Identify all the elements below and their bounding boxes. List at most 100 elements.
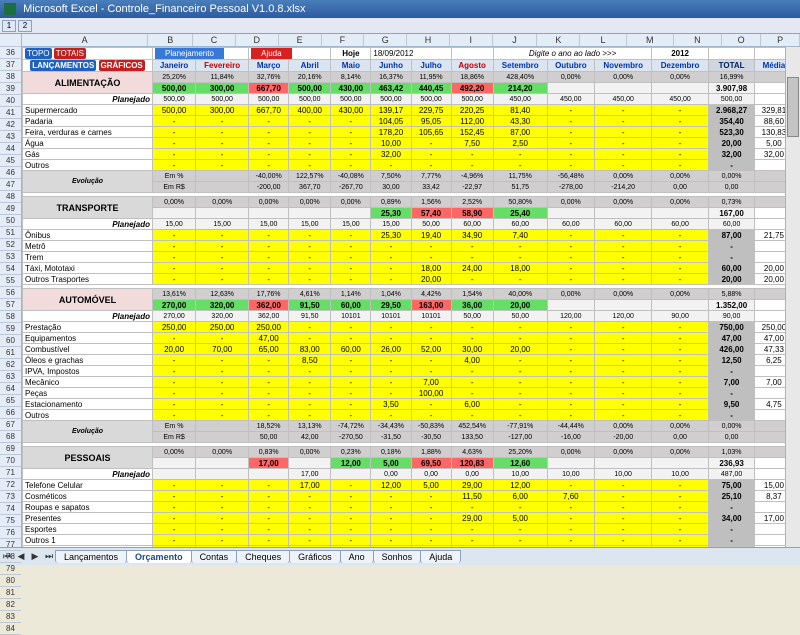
tab-Contas[interactable]: Contas xyxy=(191,550,238,563)
row-header-49[interactable]: 49 xyxy=(0,203,21,215)
col-header-N[interactable]: N xyxy=(674,34,723,46)
row-header-69[interactable]: 69 xyxy=(0,443,21,455)
row-Água[interactable]: Água xyxy=(23,138,153,149)
tab-nav-first[interactable]: ⏮ xyxy=(0,551,14,562)
row-header-82[interactable]: 82 xyxy=(0,599,21,611)
row-header-56[interactable]: 56 xyxy=(0,287,21,299)
col-header-D[interactable]: D xyxy=(236,34,279,46)
row-Telefone Celular[interactable]: Telefone Celular xyxy=(23,480,153,491)
row-header-36[interactable]: 36 xyxy=(0,47,21,59)
scrollbar-thumb[interactable] xyxy=(787,77,799,137)
row-header-44[interactable]: 44 xyxy=(0,143,21,155)
row-header-63[interactable]: 63 xyxy=(0,371,21,383)
row-Supermercado[interactable]: Supermercado xyxy=(23,105,153,116)
row-header-66[interactable]: 66 xyxy=(0,407,21,419)
row-Ônibus[interactable]: Ônibus xyxy=(23,230,153,241)
row-header-74[interactable]: 74 xyxy=(0,503,21,515)
row-header-65[interactable]: 65 xyxy=(0,395,21,407)
col-header-G[interactable]: G xyxy=(364,34,407,46)
row-header-61[interactable]: 61 xyxy=(0,347,21,359)
row-header-67[interactable]: 67 xyxy=(0,419,21,431)
col-header-M[interactable]: M xyxy=(627,34,674,46)
col-header-K[interactable]: K xyxy=(537,34,580,46)
row-Metrô[interactable]: Metrô xyxy=(23,241,153,252)
lancamentos-button[interactable]: LANÇAMENTOS xyxy=(30,60,96,71)
row-Roupas e sapatos[interactable]: Roupas e sapatos xyxy=(23,502,153,513)
qat-1[interactable]: 1 xyxy=(2,20,16,32)
row-Outros[interactable]: Outros xyxy=(23,160,153,171)
row-header-59[interactable]: 59 xyxy=(0,323,21,335)
ajuda-button[interactable]: Ajuda xyxy=(251,48,291,59)
row-Equipamentos[interactable]: Equipamentos xyxy=(23,333,153,344)
row-header-45[interactable]: 45 xyxy=(0,155,21,167)
section-ALIMENTAÇÃO[interactable]: ALIMENTAÇÃO xyxy=(23,72,153,94)
qat-2[interactable]: 2 xyxy=(18,20,32,32)
row-header-60[interactable]: 60 xyxy=(0,335,21,347)
row-header-42[interactable]: 42 xyxy=(0,119,21,131)
tab-nav-next[interactable]: ▶ xyxy=(28,551,42,562)
tab-Lançamentos[interactable]: Lançamentos xyxy=(55,550,127,563)
row-Outros 1[interactable]: Outros 1 xyxy=(23,535,153,546)
row-header-51[interactable]: 51 xyxy=(0,227,21,239)
col-header-F[interactable]: F xyxy=(322,34,365,46)
vertical-scrollbar[interactable] xyxy=(785,47,800,547)
row-Esportes[interactable]: Esportes xyxy=(23,524,153,535)
row-Padaria[interactable]: Padaria xyxy=(23,116,153,127)
row-Combustível[interactable]: Combustível xyxy=(23,344,153,355)
row-Táxi, Mototaxi[interactable]: Táxi, Mototaxi xyxy=(23,263,153,274)
grid[interactable]: TOPO TOTAISPlanejamentoAjudaHoje18/09/20… xyxy=(22,47,800,547)
row-header-77[interactable]: 77 xyxy=(0,539,21,551)
row-header-43[interactable]: 43 xyxy=(0,131,21,143)
row-Prestação[interactable]: Prestação xyxy=(23,322,153,333)
btn-cell-2[interactable]: LANÇAMENTOS GRÁFICOS xyxy=(23,60,153,72)
section-AUTOMÓVEL[interactable]: AUTOMÓVEL xyxy=(23,289,153,311)
col-header-A[interactable]: A xyxy=(22,34,148,46)
section-PESSOAIS[interactable]: PESSOAIS xyxy=(23,447,153,469)
row-Mecânico[interactable]: Mecânico xyxy=(23,377,153,388)
row-header-58[interactable]: 58 xyxy=(0,311,21,323)
row-header-72[interactable]: 72 xyxy=(0,479,21,491)
row-header-81[interactable]: 81 xyxy=(0,587,21,599)
row-header-80[interactable]: 80 xyxy=(0,575,21,587)
row-Outros[interactable]: Outros xyxy=(23,410,153,421)
row-header-48[interactable]: 48 xyxy=(0,191,21,203)
row-header-41[interactable]: 41 xyxy=(0,107,21,119)
col-header-L[interactable]: L xyxy=(580,34,627,46)
tab-Cheques[interactable]: Cheques xyxy=(236,550,290,563)
graficos-button[interactable]: GRÁFICOS xyxy=(99,60,145,71)
row-Peças[interactable]: Peças xyxy=(23,388,153,399)
row-Outros Trasportes[interactable]: Outros Trasportes xyxy=(23,274,153,285)
row-header-71[interactable]: 71 xyxy=(0,467,21,479)
row-header-64[interactable]: 64 xyxy=(0,383,21,395)
btn-cell-1[interactable]: TOPO TOTAIS xyxy=(23,48,153,60)
col-header-B[interactable]: B xyxy=(148,34,193,46)
totais-button[interactable]: TOTAIS xyxy=(54,48,86,59)
col-header-C[interactable]: C xyxy=(193,34,236,46)
col-header-J[interactable]: J xyxy=(493,34,538,46)
row-IPVA, Impostos[interactable]: IPVA, Impostos xyxy=(23,366,153,377)
row-Óleos e grachas[interactable]: Óleos e grachas xyxy=(23,355,153,366)
row-Feira, verduras e carnes[interactable]: Feira, verduras e carnes xyxy=(23,127,153,138)
row-header-53[interactable]: 53 xyxy=(0,251,21,263)
row-header-47[interactable]: 47 xyxy=(0,179,21,191)
col-header-I[interactable]: I xyxy=(450,34,493,46)
tab-nav-prev[interactable]: ◀ xyxy=(14,551,28,562)
row-header-57[interactable]: 57 xyxy=(0,299,21,311)
row-header-55[interactable]: 55 xyxy=(0,275,21,287)
planejamento-button[interactable]: Planejamento xyxy=(155,48,224,59)
topo-button[interactable]: TOPO xyxy=(25,48,52,59)
row-Presentes[interactable]: Presentes xyxy=(23,513,153,524)
row-header-50[interactable]: 50 xyxy=(0,215,21,227)
row-header-38[interactable]: 38 xyxy=(0,71,21,83)
tab-Sonhos[interactable]: Sonhos xyxy=(373,550,422,563)
tab-Orçamento[interactable]: Orçamento xyxy=(126,550,192,563)
col-header-E[interactable]: E xyxy=(279,34,322,46)
row-header-75[interactable]: 75 xyxy=(0,515,21,527)
section-TRANSPORTE[interactable]: TRANSPORTE xyxy=(23,197,153,219)
row-Estacionamento[interactable]: Estacionamento xyxy=(23,399,153,410)
col-header-O[interactable]: O xyxy=(722,34,761,46)
tab-nav-last[interactable]: ⏭ xyxy=(42,551,56,562)
row-header-37[interactable]: 37 xyxy=(0,59,21,71)
row-Cosméticos[interactable]: Cosméticos xyxy=(23,491,153,502)
tab-Gráficos[interactable]: Gráficos xyxy=(289,550,341,563)
